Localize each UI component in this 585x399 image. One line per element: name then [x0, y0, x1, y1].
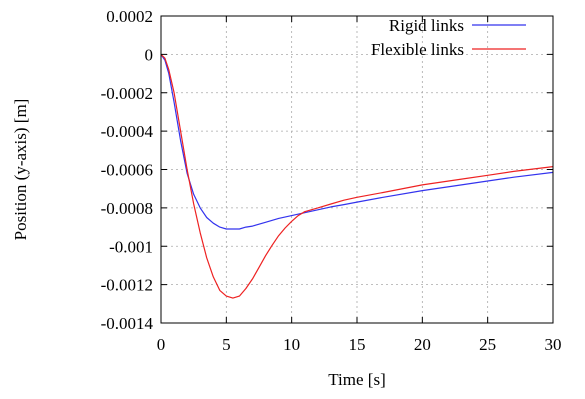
series-lines [160, 53, 554, 299]
y-tick-label: 0 [145, 45, 154, 64]
x-tick-label: 10 [283, 335, 300, 354]
y-tick-label: -0.0002 [101, 84, 153, 103]
y-tick-label: -0.0006 [101, 161, 153, 180]
x-axis-label: Time [s] [328, 370, 385, 389]
legend-label-flexible-links: Flexible links [371, 40, 464, 59]
x-tick-label: 15 [349, 335, 366, 354]
y-tick-label: -0.0008 [101, 199, 153, 218]
x-tick-label: 20 [414, 335, 431, 354]
grid [161, 16, 553, 323]
series-line-flexible-links [160, 53, 554, 299]
ticks: 0 5 10 15 20 25 30 0.0002 0 -0.0002 -0.0004 -0.0006… [101, 7, 562, 354]
x-tick-label: 25 [479, 335, 496, 354]
series-line-rigid-links [160, 54, 554, 230]
y-tick-label: -0.0014 [101, 314, 154, 333]
y-tick-label: -0.0012 [101, 276, 153, 295]
legend: Rigid links Flexible links [371, 16, 526, 59]
y-tick-label: -0.001 [109, 237, 153, 256]
y-axis-label: Position (y-axis) [m] [11, 99, 30, 241]
x-tick-label: 30 [545, 335, 562, 354]
x-tick-label: 5 [222, 335, 231, 354]
y-tick-label: -0.0004 [101, 122, 154, 141]
x-tick-label: 0 [157, 335, 166, 354]
y-tick-label: 0.0002 [106, 7, 153, 26]
legend-label-rigid-links: Rigid links [389, 16, 464, 35]
